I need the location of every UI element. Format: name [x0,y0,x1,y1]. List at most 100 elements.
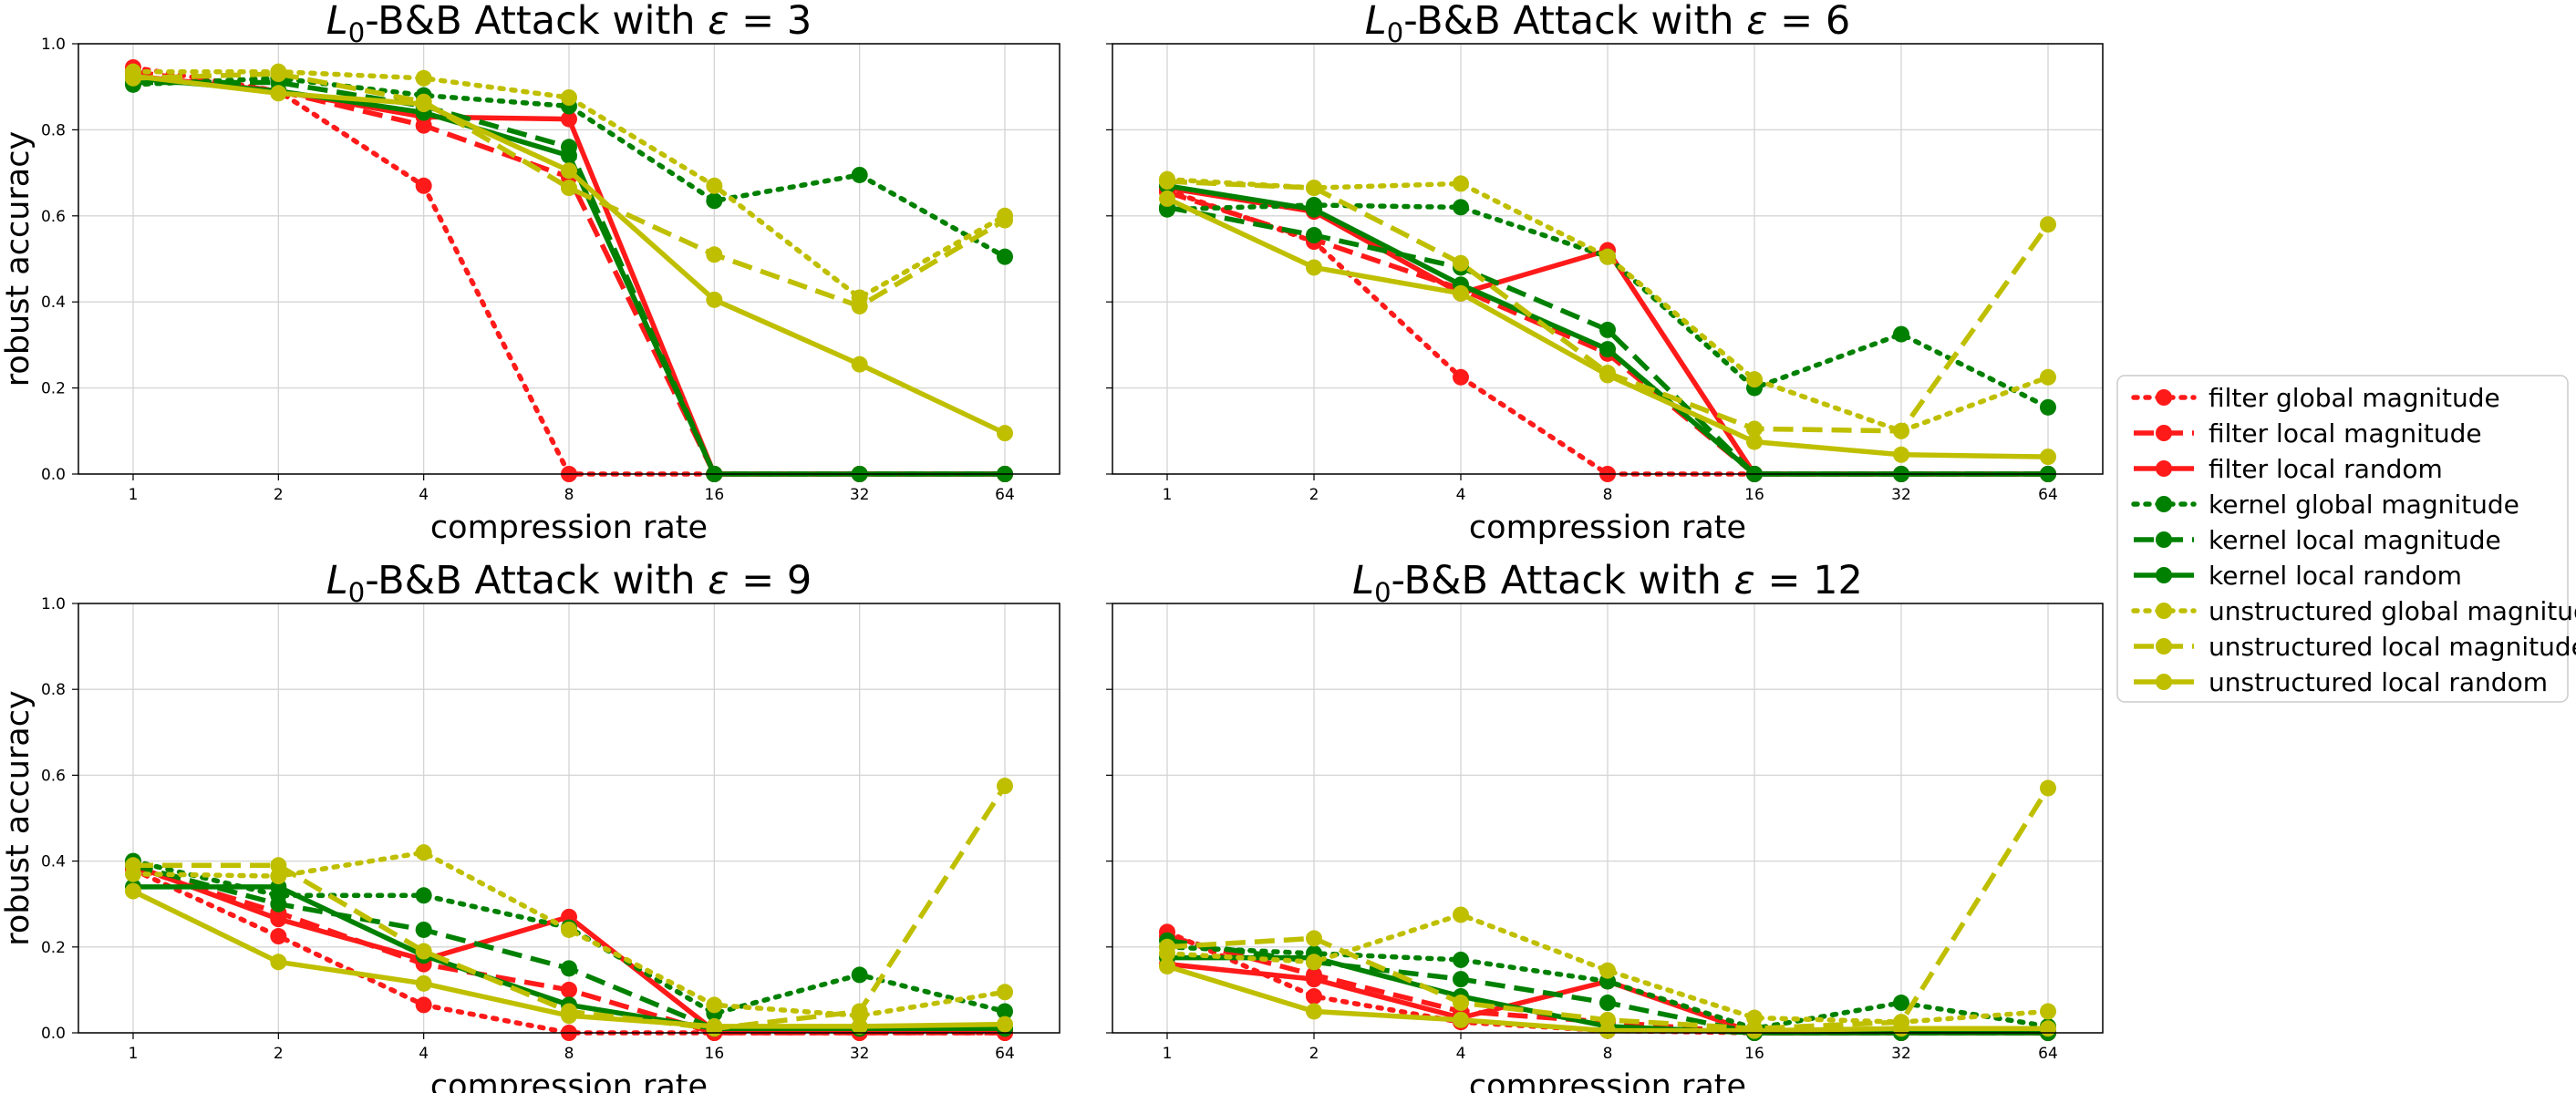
data-point [415,844,432,861]
data-point [1453,284,1469,302]
legend-marker [2156,389,2172,406]
series-unstructured-local-random [125,67,1013,442]
series-unstructured-local-random [125,882,1013,1035]
panel-title: L0-B&B Attack with ε = 9 [326,558,812,608]
x-axis-label: compression rate [1469,1068,1746,1093]
data-point [997,984,1013,1001]
x-tick-label: 32 [1891,1045,1911,1063]
data-point [706,996,723,1014]
legend-entry: unstructured local magnitude [2134,632,2576,662]
data-point [1306,1003,1322,1020]
data-point [1893,325,1909,343]
data-point [561,180,577,197]
legend-entry: kernel local magnitude [2134,525,2501,555]
data-point [561,110,577,128]
data-point [2040,1020,2056,1037]
data-point [851,1003,868,1020]
data-point [1453,995,1469,1012]
data-point [1453,175,1469,192]
data-point [1453,368,1469,386]
legend-label: filter local random [2209,454,2443,484]
data-point [706,192,723,210]
x-tick-label: 32 [1891,486,1911,504]
data-point [1453,971,1469,988]
data-point [706,246,723,263]
data-point [851,297,868,314]
plot-frame [78,603,1060,1034]
data-point [1159,190,1175,207]
data-point [270,66,287,83]
plot-frame [1112,603,2104,1034]
legend-entry: filter local random [2134,454,2443,484]
panel-2: 1 2 4 8 16 32 64 L0-B&B Attack with ε = 6 compre… [1106,0,2104,546]
data-point [561,89,577,106]
legend-entry: unstructured local random [2134,667,2548,697]
data-point [1599,962,1616,979]
legend-entry: filter local magnitude [2134,418,2482,449]
title-subscript: 0 [348,17,365,48]
title-text: -B&B Attack with [365,0,708,44]
data-point [125,882,141,900]
y-tick-label: 0.6 [41,208,66,226]
data-point [997,1003,1013,1020]
y-tick-label: 0.8 [41,121,66,139]
data-point [125,857,141,874]
x-tick-label: 1 [1163,1045,1173,1063]
x-tick-label: 64 [2038,486,2058,504]
data-point [415,177,432,194]
title-text: -B&B Attack with [365,558,708,603]
legend-label: unstructured global magnitude [2209,596,2576,626]
x-tick-label: 8 [564,1045,574,1063]
x-tick-label: 64 [995,486,1015,504]
title-value: 3 [787,0,812,44]
data-point [1306,201,1322,218]
title-subscript: 0 [348,577,365,608]
x-tick-label: 16 [705,1045,725,1063]
data-point [1159,173,1175,191]
data-point [415,69,432,87]
title-equals: = [729,0,786,44]
legend-marker [2156,638,2172,655]
data-point [2040,398,2056,416]
panel-title: L0-B&B Attack with ε = 12 [1352,558,1863,608]
x-tick-label: 64 [995,1045,1015,1063]
legend-label: kernel local magnitude [2209,525,2501,555]
data-point [1306,954,1322,971]
y-tick-label: 0.6 [41,767,66,785]
data-point [561,960,577,977]
legend-label: kernel local random [2209,561,2462,591]
legend-label: filter local magnitude [2209,418,2482,449]
data-point [270,928,287,945]
data-point [270,954,287,971]
x-axis-label: compression rate [430,1068,708,1093]
data-point [997,425,1013,442]
legend-marker [2156,496,2172,512]
legend-marker [2156,531,2172,548]
data-point [1453,1011,1469,1028]
data-point [851,1017,868,1035]
title-subscript: 0 [1387,17,1403,48]
plot-frame [1112,43,2104,475]
data-point [415,974,432,992]
legend-label: filter global magnitude [2209,383,2500,413]
x-tick-label: 64 [2038,1045,2058,1063]
data-point [1746,420,1763,438]
data-point [706,291,723,308]
data-point [851,166,868,183]
y-axis-label: robust accuracy [0,131,36,387]
data-point [1893,995,1909,1012]
data-point [1306,930,1322,947]
data-point [1599,995,1616,1012]
title-epsilon: ε [1746,0,1767,44]
x-axis-label: compression rate [1469,510,1746,546]
title-l-symbol: L [1352,558,1374,603]
data-point [706,177,723,194]
title-text: -B&B Attack with [1403,0,1746,44]
data-point [2040,216,2056,233]
data-point [851,356,868,373]
x-tick-label: 2 [1309,1045,1319,1063]
data-point [1746,1022,1763,1039]
y-tick-label: 0.2 [41,380,66,398]
legend-entry: unstructured global magnitude [2131,596,2576,626]
